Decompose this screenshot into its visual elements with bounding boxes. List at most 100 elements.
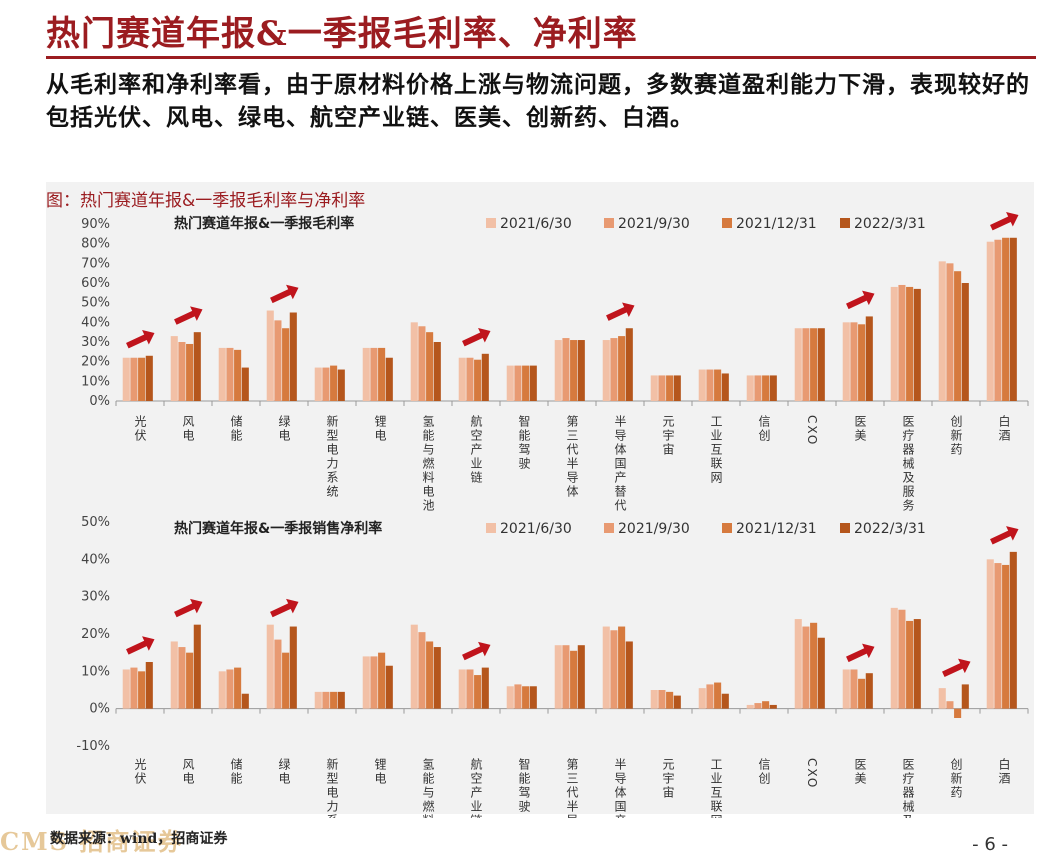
bar [186, 652, 194, 709]
category-label: 智能驾驶 [517, 757, 531, 814]
bar [226, 347, 234, 401]
bar [234, 667, 242, 709]
bar [946, 701, 954, 709]
bar [514, 684, 522, 709]
arrow-shape [606, 302, 635, 321]
net-margin-chart: -10% 0% 10% 20% 30% 40% 50% 光伏 风电 储能 绿电 新型电力系统 锂电 氢能与… [76, 515, 1029, 818]
page-title: 热门赛道年报&一季报毛利率、净利率 [46, 14, 638, 54]
bar [714, 369, 722, 401]
bar [602, 626, 610, 709]
bar [865, 673, 873, 709]
arrow-shape [126, 636, 155, 655]
legend-swatch [840, 523, 850, 533]
bar [481, 667, 489, 709]
bar [193, 624, 201, 709]
legend-swatch [486, 523, 496, 533]
bar [994, 563, 1002, 709]
arrow-shape [462, 641, 491, 661]
bar [282, 652, 290, 709]
y-tick-label: 10% [81, 664, 110, 679]
bar [858, 678, 866, 709]
bar [178, 342, 186, 401]
bar [330, 691, 338, 709]
bar [698, 369, 706, 401]
bar [762, 701, 770, 709]
legend-label: 2021/12/31 [736, 521, 817, 537]
bar [1002, 237, 1010, 401]
bar [721, 373, 729, 401]
bar [410, 624, 418, 709]
category-label: 白酒 [997, 757, 1011, 786]
category-label: 医美 [853, 415, 867, 443]
category-label: 氢能与燃料电池 [421, 757, 435, 818]
y-tick-label: 30% [81, 590, 110, 605]
legend-label: 2021/9/30 [618, 216, 690, 232]
arrow-shape [462, 328, 491, 347]
y-tick-label: 70% [81, 256, 110, 271]
legend-swatch [722, 523, 732, 533]
bar [850, 669, 858, 709]
bar [673, 695, 681, 709]
trend-arrow [270, 598, 299, 618]
trend-arrow [942, 658, 971, 678]
bar [673, 375, 681, 401]
bar [890, 286, 898, 401]
chart-title: 热门赛道年报&一季报毛利率 [174, 215, 354, 232]
bar [266, 624, 274, 709]
legend-label: 2021/12/31 [736, 216, 817, 232]
bar [226, 669, 234, 709]
category-label: 新型电力系统 [325, 414, 339, 499]
bar [817, 328, 825, 401]
legend-label: 2021/6/30 [500, 521, 572, 537]
legend-swatch [604, 523, 614, 533]
bar [610, 630, 618, 709]
bar [506, 365, 514, 401]
chart-title: 热门赛道年报&一季报销售净利率 [174, 520, 382, 537]
bar [378, 652, 386, 709]
bar [986, 559, 994, 709]
bar [385, 665, 393, 709]
bar [810, 622, 818, 709]
bar [330, 365, 338, 401]
bar [218, 671, 226, 709]
category-label: 第三代半导体 [565, 758, 579, 818]
bar [1002, 564, 1010, 709]
bar [458, 357, 466, 401]
legend-label: 2021/6/30 [500, 216, 572, 232]
bar [241, 367, 249, 401]
bar [481, 353, 489, 401]
bar [370, 347, 378, 401]
category-label: 元宇宙 [661, 758, 675, 800]
bar [954, 271, 962, 401]
bar [706, 369, 714, 401]
y-tick-label: 10% [81, 374, 110, 389]
bar [474, 359, 482, 401]
bar [842, 322, 850, 401]
bar [466, 357, 474, 401]
trend-arrow [126, 636, 155, 655]
category-label: 氢能与燃料电池 [421, 414, 435, 513]
y-tick-label: 50% [81, 296, 110, 311]
bar [385, 357, 393, 401]
bar [898, 284, 906, 401]
bar [522, 686, 530, 709]
bar [410, 322, 418, 401]
bar [698, 688, 706, 709]
bar [898, 609, 906, 709]
trend-arrow [606, 302, 635, 321]
arrow-shape [990, 211, 1019, 231]
bar [241, 693, 249, 709]
category-label: 信创 [757, 415, 771, 443]
bar [474, 675, 482, 709]
bar [858, 324, 866, 401]
trend-arrow [846, 290, 875, 310]
bar [618, 336, 626, 401]
legend-label: 2021/9/30 [618, 521, 690, 537]
bar [913, 619, 921, 709]
bar [570, 340, 578, 401]
bar [562, 645, 570, 709]
y-tick-label: 20% [81, 627, 110, 642]
bar [650, 375, 658, 401]
category-label: 信创 [757, 758, 771, 786]
title-divider [46, 56, 1036, 59]
